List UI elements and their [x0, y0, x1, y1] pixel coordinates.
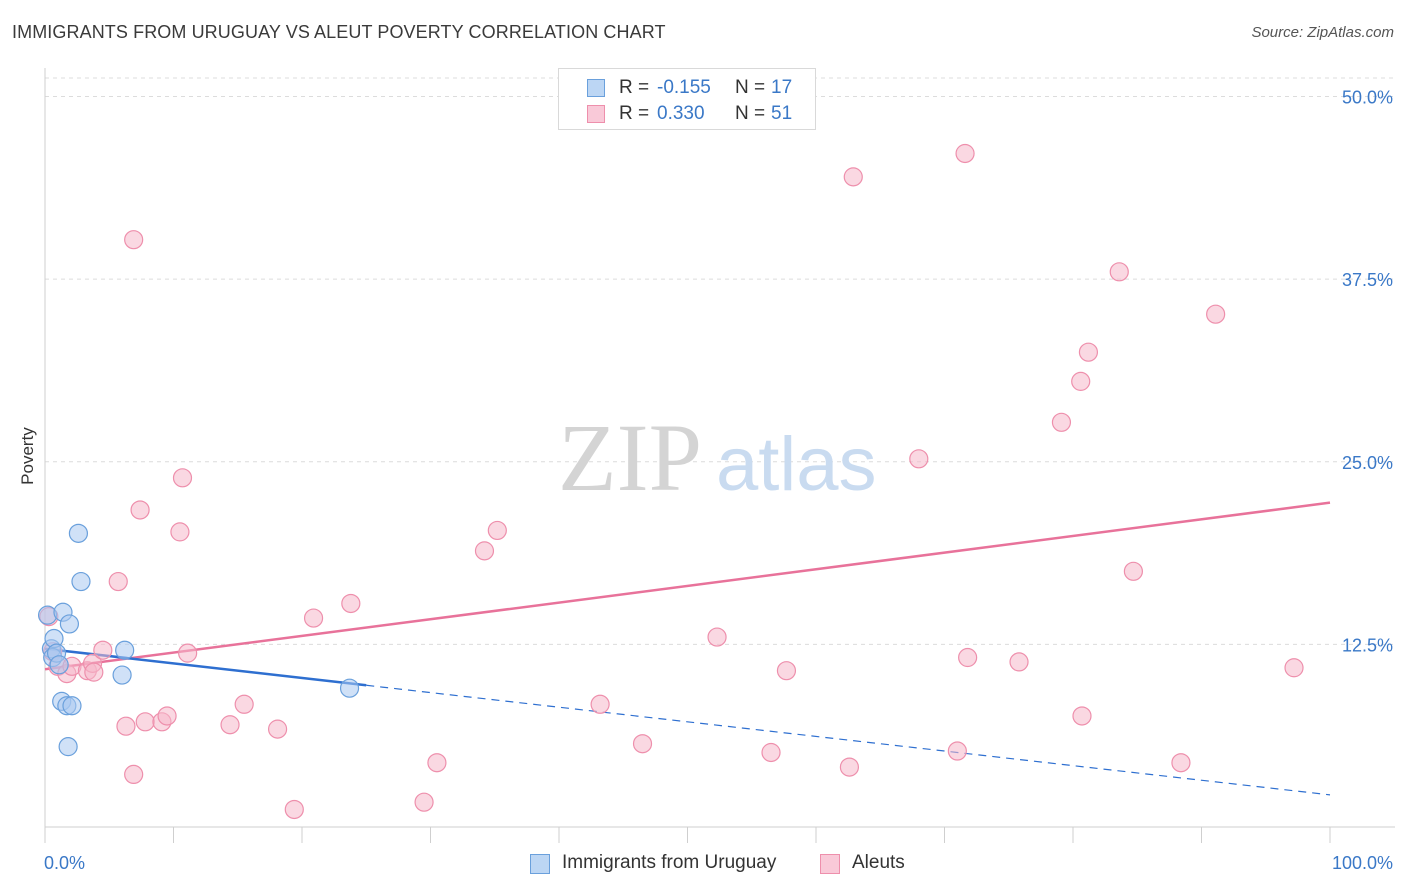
data-point-aleuts: [341, 593, 361, 614]
y-tick-label: 12.5%: [1342, 635, 1393, 655]
data-point-aleuts: [955, 143, 975, 164]
y-axis-label: Poverty: [18, 427, 37, 485]
data-point-aleuts: [474, 541, 495, 561]
data-point-aleuts: [1284, 658, 1304, 678]
legend-n-value: 51: [771, 103, 793, 124]
watermark-atlas: atlas: [716, 422, 877, 507]
data-point-aleuts: [1171, 753, 1191, 773]
data-point-uruguay: [112, 665, 132, 685]
data-point-aleuts: [590, 694, 610, 714]
data-point-uruguay: [59, 614, 80, 634]
legend-r-label: R =: [619, 103, 650, 124]
legend-swatch-blue: [530, 854, 550, 874]
data-point-aleuts: [1072, 706, 1092, 726]
data-point-aleuts: [761, 742, 781, 763]
data-point-aleuts: [172, 468, 193, 488]
data-point-aleuts: [234, 694, 254, 714]
data-point-uruguay: [115, 640, 135, 660]
data-point-aleuts: [1009, 652, 1029, 672]
data-point-aleuts: [170, 522, 190, 542]
data-point-aleuts: [1109, 262, 1129, 282]
data-point-aleuts: [93, 640, 113, 660]
data-point-uruguay: [49, 655, 69, 675]
data-point-aleuts: [178, 643, 198, 663]
legend-swatch-blue: [587, 79, 605, 97]
axis-layer: [44, 68, 1395, 843]
trendline-uruguay-extrapolated: [366, 684, 1331, 796]
y-tick-label: 25.0%: [1342, 453, 1393, 473]
y-tick-label: 37.5%: [1342, 270, 1393, 290]
data-point-aleuts: [1071, 371, 1091, 391]
data-point-aleuts: [947, 741, 967, 761]
legend-label: Immigrants from Uruguay: [562, 852, 777, 873]
data-point-aleuts: [909, 449, 929, 469]
data-point-aleuts: [1051, 412, 1072, 432]
data-point-uruguay: [62, 696, 82, 716]
watermark-zip: ZIP: [558, 404, 702, 511]
data-point-aleuts: [267, 719, 288, 739]
data-point-aleuts: [487, 520, 507, 541]
data-point-aleuts: [84, 662, 104, 682]
data-point-aleuts: [843, 167, 863, 187]
data-point-aleuts: [116, 716, 136, 736]
data-point-aleuts: [130, 500, 150, 520]
data-point-aleuts: [284, 799, 304, 820]
legend-swatch-pink: [587, 105, 605, 123]
grid-layer: [45, 77, 1395, 645]
data-point-aleuts: [135, 712, 155, 732]
data-point-aleuts: [632, 734, 653, 754]
legend-row-aleuts: R = 0.330 N = 51: [559, 101, 815, 127]
chart-title: IMMIGRANTS FROM URUGUAY VS ALEUT POVERTY…: [12, 22, 666, 42]
data-point-uruguay: [339, 678, 360, 698]
source-label: Source: ZipAtlas.com: [1251, 24, 1394, 41]
legend-swatch-pink: [820, 854, 840, 874]
legend-n-label: N =: [735, 77, 766, 98]
legend-n-label: N =: [735, 103, 766, 124]
data-point-aleuts: [776, 661, 797, 681]
data-point-aleuts: [220, 715, 240, 735]
data-point-aleuts: [108, 571, 128, 592]
trendline-aleuts: [44, 501, 1331, 671]
data-point-aleuts: [157, 706, 177, 726]
data-point-uruguay: [71, 571, 91, 592]
data-point-aleuts: [707, 627, 727, 647]
data-point-aleuts: [958, 647, 978, 668]
watermark: ZIP atlas: [558, 404, 877, 511]
legend-row-uruguay: R = -0.155 N = 17: [559, 75, 815, 101]
legend-r-label: R =: [619, 77, 650, 98]
points-layer: [37, 143, 1304, 820]
data-point-aleuts: [1123, 561, 1143, 581]
legend-r-value: 0.330: [657, 103, 705, 124]
data-point-uruguay: [68, 523, 89, 543]
trend-layer: [44, 501, 1331, 796]
data-point-aleuts: [839, 757, 860, 777]
data-point-uruguay: [58, 737, 78, 757]
legend-r-value: -0.155: [657, 77, 711, 98]
y-tick-label: 50.0%: [1342, 88, 1393, 108]
data-point-aleuts: [427, 753, 447, 773]
tick-label-layer: 12.5% 25.0% 37.5% 50.0% 0.0% 100.0%: [44, 88, 1393, 874]
data-point-aleuts: [1078, 342, 1099, 362]
legend-label: Aleuts: [852, 852, 905, 873]
data-point-aleuts: [124, 764, 144, 785]
x-tick-label: 0.0%: [44, 853, 85, 873]
data-point-aleuts: [1206, 304, 1226, 324]
legend-n-value: 17: [771, 77, 793, 98]
correlation-legend: R = -0.155 N = 17 R = 0.330 N = 51: [558, 68, 816, 130]
data-point-aleuts: [124, 230, 144, 250]
x-tick-label: 100.0%: [1332, 853, 1393, 873]
data-point-aleuts: [414, 792, 434, 812]
data-point-aleuts: [303, 608, 324, 628]
